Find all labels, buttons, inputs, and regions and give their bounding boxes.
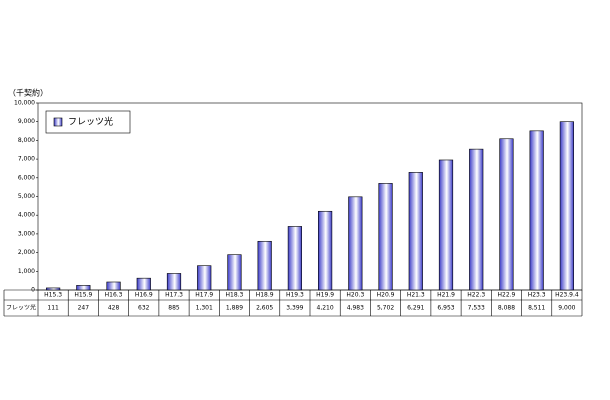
table-value: 7,533 — [468, 305, 485, 312]
bar — [287, 226, 302, 291]
table-value: 4,210 — [317, 305, 334, 312]
legend-box — [45, 110, 131, 134]
table-value: 1,301 — [196, 305, 213, 312]
bar — [348, 196, 363, 291]
x-tick-label: H23.9.4 — [555, 292, 579, 299]
x-tick-label: H16.9 — [135, 292, 153, 299]
x-tick-label: H21.3 — [407, 292, 425, 299]
x-tick-label: H21.9 — [437, 292, 455, 299]
y-tick-label: 2,000 — [18, 249, 35, 256]
x-tick-label: H19.3 — [286, 292, 304, 299]
x-tick-label: H17.9 — [195, 292, 213, 299]
bar — [469, 148, 484, 291]
table-value: 3,399 — [286, 305, 303, 312]
y-tick-label: 9,000 — [18, 118, 35, 125]
y-tick-label: 8,000 — [18, 137, 35, 144]
x-tick-label: H17.3 — [165, 292, 183, 299]
unit-label: （千契約） — [8, 88, 48, 98]
table-value: 6,953 — [437, 305, 454, 312]
bar — [46, 287, 61, 291]
bar — [559, 121, 574, 291]
bar — [438, 159, 454, 291]
x-tick-label: H15.3 — [44, 292, 62, 299]
table-value: 8,088 — [498, 305, 515, 312]
legend-swatch — [53, 117, 63, 127]
table-value: 885 — [168, 305, 180, 312]
table-value: 428 — [108, 305, 120, 312]
table-value: 6,291 — [407, 305, 424, 312]
y-tick-label: 7,000 — [18, 156, 35, 163]
bar — [76, 285, 91, 291]
x-tick-label: H18.3 — [226, 292, 244, 299]
table-value: 8,511 — [528, 305, 545, 312]
x-tick-label: H22.9 — [498, 292, 516, 299]
y-tick-label: 1,000 — [18, 268, 35, 275]
bar — [197, 265, 212, 291]
bar — [529, 130, 544, 291]
y-tick-label: 6,000 — [18, 174, 35, 181]
table-value: 9,000 — [558, 305, 575, 312]
bar — [257, 240, 272, 291]
x-tick-label: H23.3 — [528, 292, 546, 299]
legend-label: フレッツ光 — [68, 116, 113, 128]
y-tick-label: 10,000 — [14, 100, 35, 107]
table-value: 2,605 — [256, 305, 273, 312]
table-value: 111 — [47, 305, 59, 312]
x-tick-label: H15.9 — [74, 292, 92, 299]
bar — [318, 210, 333, 291]
y-tick-label: 3,000 — [18, 230, 35, 237]
table-row-header: フレッツ光 — [6, 304, 36, 312]
x-tick-label: H19.9 — [316, 292, 334, 299]
y-tick-label: 5,000 — [18, 193, 35, 200]
x-tick-label: H18.9 — [256, 292, 274, 299]
x-tick-label: H20.3 — [346, 292, 364, 299]
bar — [499, 138, 514, 291]
x-tick-label: H22.3 — [467, 292, 485, 299]
y-tick-label: 4,000 — [18, 212, 35, 219]
bar — [166, 273, 182, 291]
table-value: 247 — [78, 305, 90, 312]
table-value: 5,702 — [377, 305, 394, 312]
bar — [106, 281, 121, 291]
x-tick-label: H20.9 — [377, 292, 395, 299]
x-tick-label: H16.3 — [105, 292, 123, 299]
table-value: 632 — [138, 305, 150, 312]
bar — [136, 277, 151, 291]
bar — [227, 254, 242, 291]
table-value: 4,983 — [347, 305, 364, 312]
bar — [378, 183, 393, 291]
bar — [408, 172, 423, 291]
table-value: 1,889 — [226, 305, 243, 312]
